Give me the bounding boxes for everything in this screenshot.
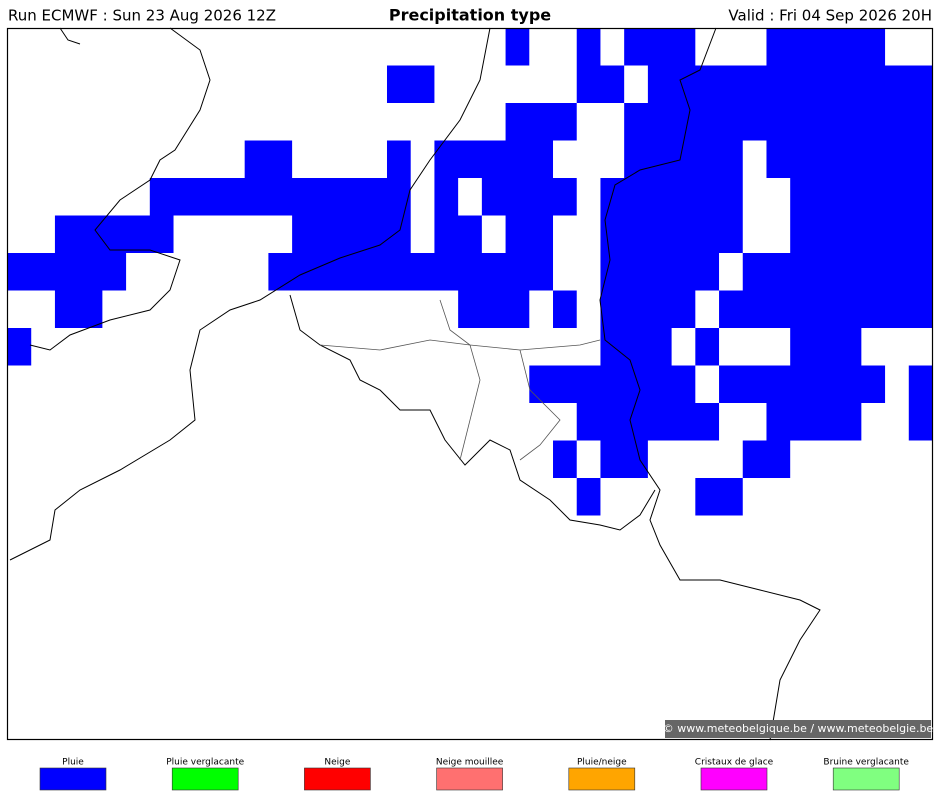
rain-cell <box>908 403 933 441</box>
map-frame <box>6 27 934 741</box>
rain-cell <box>624 140 743 178</box>
legend-swatch <box>436 767 503 791</box>
rain-cell <box>458 290 530 328</box>
coastline <box>29 27 211 351</box>
run-label: Run ECMWF : Sun 23 Aug 2026 12Z <box>8 7 276 25</box>
rain-cell <box>695 478 743 516</box>
rain-cell <box>7 328 32 366</box>
rain-cell <box>553 440 577 478</box>
rain-cell <box>54 290 103 328</box>
rain-cell <box>7 253 127 291</box>
rain-cell <box>576 478 601 516</box>
rain-cell <box>149 178 411 216</box>
rain-cell <box>742 440 791 478</box>
rain-cell <box>600 440 648 478</box>
coastline <box>599 27 821 741</box>
legend-label: Bruine verglacante <box>823 758 909 768</box>
legend-swatch <box>171 767 239 791</box>
rain-cell <box>434 178 459 216</box>
rain-cell <box>719 365 886 403</box>
rain-cell <box>268 253 554 291</box>
valid-label: Valid : Fri 04 Sep 2026 20H <box>728 7 932 25</box>
rain-cell <box>719 290 933 328</box>
rain-cell <box>790 178 933 216</box>
legend-swatch <box>700 767 768 791</box>
rain-cell <box>386 65 435 103</box>
rain-cell <box>505 215 554 253</box>
province-border <box>319 299 601 461</box>
rain-cell <box>790 328 862 366</box>
rain-cell <box>553 290 577 328</box>
legend-label: Cristaux de glace <box>695 758 774 768</box>
rain-cell <box>624 103 933 141</box>
precip-cells <box>7 28 933 516</box>
rain-cell <box>742 253 933 291</box>
rain-cell <box>481 178 577 216</box>
legend-swatch <box>304 767 371 791</box>
legend-swatch <box>832 767 900 791</box>
rain-cell <box>505 103 577 141</box>
coastlines <box>9 27 821 741</box>
coastline <box>9 27 491 561</box>
rain-cell <box>624 28 696 66</box>
rain-cell <box>244 140 293 178</box>
rain-cell <box>386 140 411 178</box>
rain-cell <box>434 215 482 253</box>
legend-swatch <box>568 767 636 791</box>
rain-cell <box>647 65 933 103</box>
rain-cell <box>600 290 696 328</box>
rain-cell <box>292 215 411 253</box>
rain-cell <box>600 253 720 291</box>
rain-cell <box>600 215 743 253</box>
legend: Pluie Pluie verglacante Neige Neige mouille… <box>39 758 909 791</box>
border <box>289 294 656 531</box>
rain-cell <box>576 403 720 441</box>
rain-cell <box>576 28 601 66</box>
rain-cell <box>766 403 862 441</box>
rain-cell <box>600 328 672 366</box>
rain-cell <box>766 28 886 66</box>
legend-label: Pluie verglacante <box>166 758 244 768</box>
rain-cell <box>908 365 933 403</box>
legend-label: Neige <box>324 758 350 768</box>
rain-cell <box>529 365 696 403</box>
rain-cell <box>766 140 933 178</box>
rain-cell <box>790 215 933 253</box>
legend-label: Neige mouillee <box>436 758 504 768</box>
rain-cell <box>434 140 554 178</box>
map-title: Precipitation type <box>389 6 551 25</box>
legend-label: Pluie/neige <box>577 758 627 768</box>
credit: © www.meteobelgique.be / www.meteobelgie… <box>663 722 934 735</box>
rain-cell <box>695 328 720 366</box>
rain-cell <box>505 28 530 66</box>
legend-label: Pluie <box>62 758 84 768</box>
rain-cell <box>576 65 625 103</box>
legend-swatch <box>39 767 107 791</box>
credit-bg <box>665 720 931 738</box>
rain-cell <box>54 215 174 253</box>
rain-cell <box>600 178 743 216</box>
